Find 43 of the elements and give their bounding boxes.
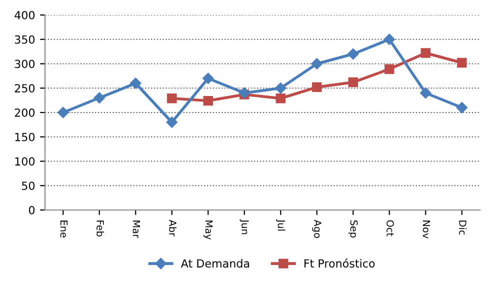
y-tick-label: 350 <box>14 35 35 44</box>
x-tick-label: Jul <box>276 219 286 231</box>
x-tick-label: Ene <box>60 220 68 238</box>
x-tick-label: Mar <box>132 220 140 238</box>
x-tick-label: Nov <box>422 220 430 238</box>
point <box>275 82 286 94</box>
y-tick-label: 250 <box>14 84 35 93</box>
point <box>384 34 395 45</box>
point <box>276 94 286 104</box>
y-tick-label: 150 <box>15 132 35 142</box>
point <box>167 94 177 104</box>
point <box>130 78 142 89</box>
y-tick-label: 0 <box>28 206 35 214</box>
point <box>348 48 359 60</box>
y-tick-label: 400 <box>14 10 35 20</box>
legend-label: At Demanda <box>180 259 250 268</box>
point <box>384 64 394 74</box>
point <box>238 87 250 99</box>
x-tick-label: Ago <box>312 220 322 238</box>
point <box>420 87 432 99</box>
point <box>166 116 178 128</box>
y-tick-label: 100 <box>15 157 35 166</box>
point <box>203 96 213 106</box>
y-tick-label: 50 <box>22 182 35 190</box>
point <box>456 102 468 114</box>
y-tick-label: 300 <box>14 60 35 68</box>
point <box>348 77 358 88</box>
point <box>312 82 322 92</box>
legend-label: Ft Pronóstico <box>304 258 375 268</box>
x-tick-label: Feb <box>96 220 104 236</box>
y-tick-label: 200 <box>14 108 35 117</box>
x-tick-label: Jun <box>240 219 249 234</box>
x-tick-label: May <box>203 220 213 240</box>
x-tick-label: Sep <box>348 220 358 238</box>
point <box>420 48 430 58</box>
point <box>94 92 105 104</box>
x-tick-label: Abr <box>169 220 177 237</box>
point <box>58 106 69 118</box>
point <box>457 58 467 68</box>
point <box>202 72 214 84</box>
x-tick-label: Oct <box>386 220 394 236</box>
point <box>311 58 322 70</box>
x-tick-label: Dic <box>459 220 467 235</box>
